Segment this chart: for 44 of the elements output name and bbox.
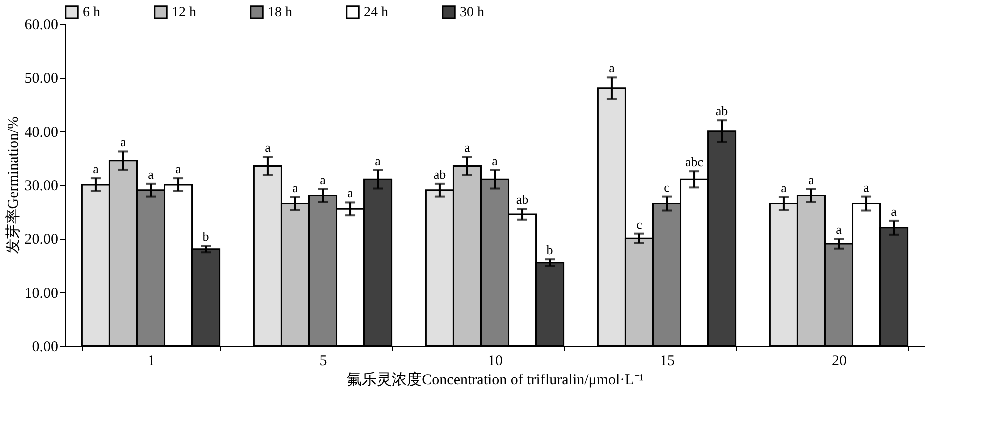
data-label: ab [716, 104, 728, 119]
legend-label: 24 h [364, 5, 388, 20]
x-tick-label: 15 [660, 354, 675, 370]
data-label: c [636, 216, 643, 232]
data-label: b [546, 242, 554, 258]
data-label: ab [434, 166, 446, 182]
legend-label: 12 h [172, 5, 196, 20]
data-label: a [375, 154, 382, 169]
data-label: abc [685, 154, 704, 170]
x-tick-label: 1 [148, 354, 156, 370]
y-tick-label: 0.00 [32, 340, 58, 356]
y-tick-label: 60.00 [24, 18, 58, 34]
legend-label: 30 h [460, 5, 484, 20]
y-tick-label: 50.00 [24, 71, 58, 88]
data-label: a [320, 172, 326, 188]
y-tick-label: 20.00 [24, 232, 58, 248]
data-label: a [292, 180, 299, 196]
data-label: a [176, 162, 182, 177]
legend-label: 6 h [83, 5, 100, 20]
data-label: b [202, 229, 210, 244]
data-label: a [348, 186, 354, 201]
data-label: a [891, 204, 898, 219]
data-label: a [265, 140, 272, 156]
y-axis-title: 发芽率Germination/% [4, 116, 22, 254]
data-label: a [864, 180, 870, 195]
data-label: a [609, 60, 616, 76]
y-tick-label: 30.00 [24, 178, 58, 194]
data-label: a [120, 134, 127, 150]
y-tick-label: 10.00 [24, 286, 58, 302]
data-label: ab [516, 192, 529, 208]
x-tick-label: 5 [320, 354, 328, 370]
y-tick-label: 40.00 [24, 124, 58, 141]
x-tick-label: 10 [488, 354, 503, 370]
data-label: a [148, 166, 154, 182]
data-label: a [808, 172, 815, 188]
legend-label: 18 h [268, 5, 292, 20]
x-axis-title: 氟乐灵浓度Concentration of trifluralin/μmol·L⁻¹ [347, 372, 644, 388]
data-label: a [836, 222, 842, 238]
data-label: a [93, 162, 100, 177]
data-label: a [464, 140, 471, 156]
data-label: a [492, 154, 498, 169]
x-tick-label: 20 [832, 354, 847, 370]
data-label: c [664, 180, 670, 195]
data-label: a [781, 180, 788, 196]
